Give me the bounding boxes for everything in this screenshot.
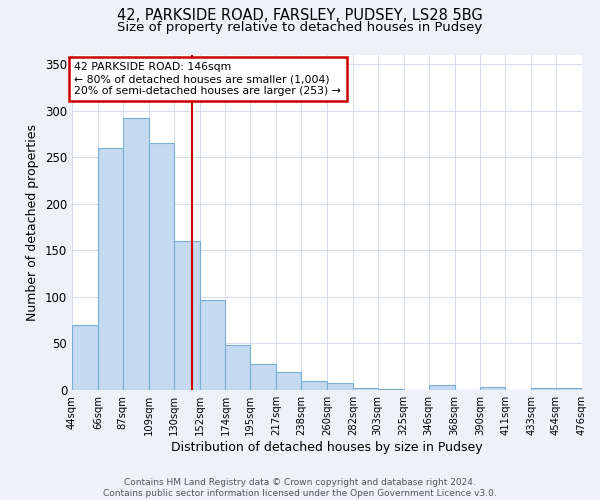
Bar <box>199 300 226 390</box>
Bar <box>149 144 173 390</box>
Bar <box>556 388 582 390</box>
Bar <box>481 387 505 390</box>
Text: Contains HM Land Registry data © Crown copyright and database right 2024.
Contai: Contains HM Land Registry data © Crown c… <box>103 478 497 498</box>
Text: 42, PARKSIDE ROAD, FARSLEY, PUDSEY, LS28 5BG: 42, PARKSIDE ROAD, FARSLEY, PUDSEY, LS28… <box>117 8 483 22</box>
Text: 42 PARKSIDE ROAD: 146sqm
← 80% of detached houses are smaller (1,004)
20% of sem: 42 PARKSIDE ROAD: 146sqm ← 80% of detach… <box>74 62 341 96</box>
Bar <box>250 364 276 390</box>
Bar <box>428 386 455 390</box>
X-axis label: Distribution of detached houses by size in Pudsey: Distribution of detached houses by size … <box>171 441 483 454</box>
Bar <box>353 388 378 390</box>
Bar <box>98 148 123 390</box>
Bar <box>276 372 301 390</box>
Bar <box>327 384 353 390</box>
Bar <box>123 118 149 390</box>
Y-axis label: Number of detached properties: Number of detached properties <box>26 124 40 321</box>
Bar <box>378 389 404 390</box>
Bar <box>72 325 98 390</box>
Bar <box>531 388 556 390</box>
Text: Size of property relative to detached houses in Pudsey: Size of property relative to detached ho… <box>118 22 482 35</box>
Bar <box>301 380 327 390</box>
Bar <box>226 346 250 390</box>
Bar <box>173 241 199 390</box>
